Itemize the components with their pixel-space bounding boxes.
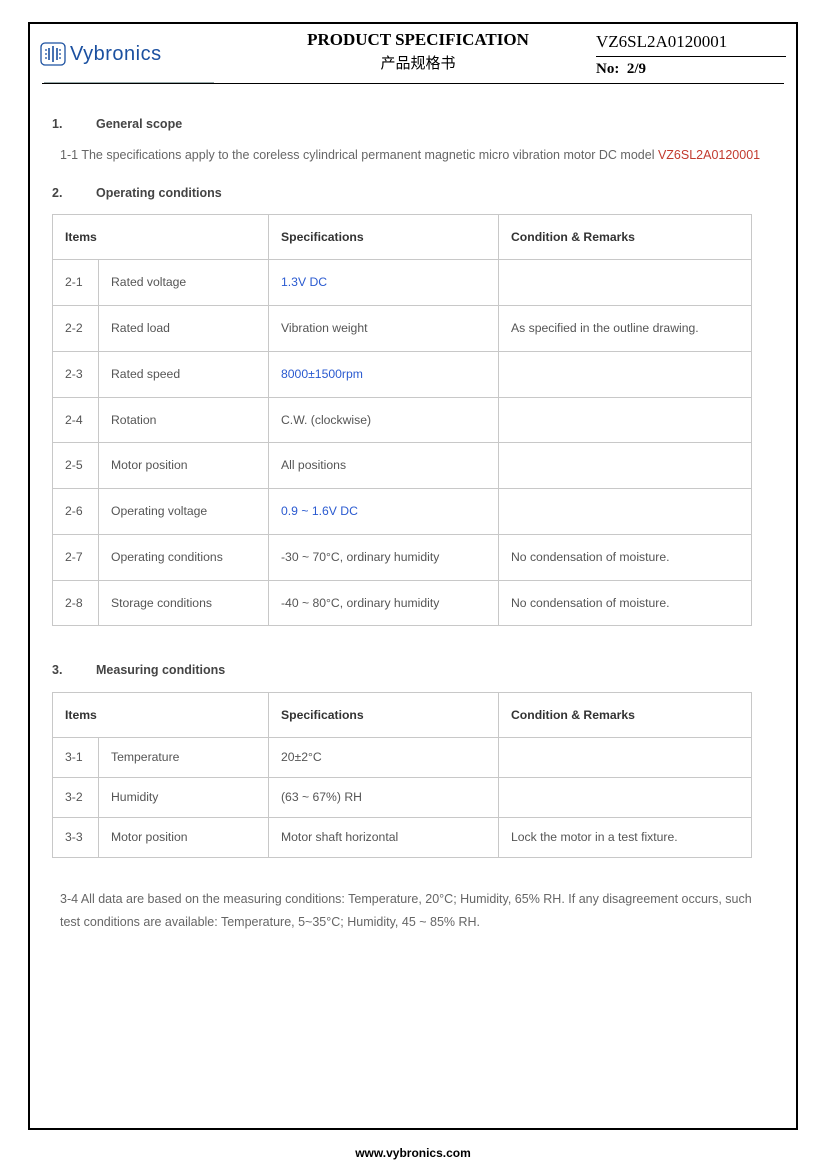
row-item: Motor position — [99, 817, 269, 857]
row-condition — [499, 778, 752, 818]
row-item: Rated voltage — [99, 260, 269, 306]
row-spec: -30 ~ 70°C, ordinary humidity — [269, 534, 499, 580]
table-header-row: Items Specifications Condition & Remarks — [53, 214, 752, 260]
page-number: No: 2/9 — [596, 59, 786, 78]
doc-info: VZ6SL2A0120001 No: 2/9 — [576, 28, 786, 78]
row-index: 2-7 — [53, 534, 99, 580]
row-condition — [499, 738, 752, 778]
doc-number: VZ6SL2A0120001 — [596, 28, 786, 54]
row-condition — [499, 351, 752, 397]
row-index: 2-5 — [53, 443, 99, 489]
page-frame: Vybronics PRODUCT SPECIFICATION 产品规格书 VZ… — [28, 22, 798, 1130]
section-3-note: 3-4 All data are based on the measuring … — [60, 888, 766, 936]
row-index: 2-4 — [53, 397, 99, 443]
section-1-heading: 1.General scope — [88, 114, 774, 135]
model-number: VZ6SL2A0120001 — [658, 148, 760, 162]
row-condition: No condensation of moisture. — [499, 580, 752, 626]
row-condition: No condensation of moisture. — [499, 534, 752, 580]
row-index: 2-8 — [53, 580, 99, 626]
table-row: 2-1Rated voltage1.3V DC — [53, 260, 752, 306]
table-row: 2-3Rated speed8000±1500rpm — [53, 351, 752, 397]
row-spec: All positions — [269, 443, 499, 489]
row-item: Motor position — [99, 443, 269, 489]
table-row: 2-7Operating conditions-30 ~ 70°C, ordin… — [53, 534, 752, 580]
row-index: 3-2 — [53, 778, 99, 818]
table-row: 2-4RotationC.W. (clockwise) — [53, 397, 752, 443]
row-condition — [499, 260, 752, 306]
row-item: Rated load — [99, 306, 269, 352]
title-box: PRODUCT SPECIFICATION 产品规格书 — [260, 28, 576, 78]
logo-text: Vybronics — [70, 43, 162, 66]
th-cond: Condition & Remarks — [499, 214, 752, 260]
th-spec: Specifications — [269, 692, 499, 738]
row-index: 2-6 — [53, 489, 99, 535]
row-spec: -40 ~ 80°C, ordinary humidity — [269, 580, 499, 626]
section-2-heading: 2.Operating conditions — [88, 183, 774, 204]
section-3-heading: 3.Measuring conditions — [88, 660, 774, 681]
table-row: 2-5Motor positionAll positions — [53, 443, 752, 489]
title-cn: 产品规格书 — [260, 52, 576, 73]
th-items: Items — [53, 692, 269, 738]
row-spec: 20±2°C — [269, 738, 499, 778]
row-spec: Motor shaft horizontal — [269, 817, 499, 857]
logo: Vybronics — [40, 28, 260, 78]
table-row: 3-2Humidity(63 ~ 67%) RH — [53, 778, 752, 818]
section-1-para: 1-1 The specifications apply to the core… — [60, 145, 774, 166]
row-spec: 1.3V DC — [269, 260, 499, 306]
table-header-row: Items Specifications Condition & Remarks — [53, 692, 752, 738]
row-index: 3-3 — [53, 817, 99, 857]
row-condition — [499, 397, 752, 443]
row-spec: 0.9 ~ 1.6V DC — [269, 489, 499, 535]
row-item: Rotation — [99, 397, 269, 443]
table-row: 3-3Motor positionMotor shaft horizontalL… — [53, 817, 752, 857]
content: 1.General scope 1-1 The specifications a… — [30, 84, 796, 935]
th-items: Items — [53, 214, 269, 260]
row-index: 2-3 — [53, 351, 99, 397]
row-condition — [499, 443, 752, 489]
row-index: 3-1 — [53, 738, 99, 778]
row-item: Operating conditions — [99, 534, 269, 580]
table-row: 2-2Rated loadVibration weightAs specifie… — [53, 306, 752, 352]
operating-conditions-table: Items Specifications Condition & Remarks… — [52, 214, 752, 627]
row-item: Rated speed — [99, 351, 269, 397]
table-row: 3-1Temperature20±2°C — [53, 738, 752, 778]
row-item: Operating voltage — [99, 489, 269, 535]
table-row: 2-6Operating voltage0.9 ~ 1.6V DC — [53, 489, 752, 535]
row-condition — [499, 489, 752, 535]
measuring-conditions-table: Items Specifications Condition & Remarks… — [52, 692, 752, 858]
row-index: 2-2 — [53, 306, 99, 352]
row-spec: (63 ~ 67%) RH — [269, 778, 499, 818]
row-condition: As specified in the outline drawing. — [499, 306, 752, 352]
row-item: Storage conditions — [99, 580, 269, 626]
row-item: Temperature — [99, 738, 269, 778]
header: Vybronics PRODUCT SPECIFICATION 产品规格书 VZ… — [30, 24, 796, 80]
th-cond: Condition & Remarks — [499, 692, 752, 738]
th-spec: Specifications — [269, 214, 499, 260]
table-row: 2-8Storage conditions-40 ~ 80°C, ordinar… — [53, 580, 752, 626]
row-item: Humidity — [99, 778, 269, 818]
row-spec: C.W. (clockwise) — [269, 397, 499, 443]
row-condition: Lock the motor in a test fixture. — [499, 817, 752, 857]
footer-url: www.vybronics.com — [0, 1146, 826, 1160]
row-spec: Vibration weight — [269, 306, 499, 352]
row-spec: 8000±1500rpm — [269, 351, 499, 397]
row-index: 2-1 — [53, 260, 99, 306]
title-en: PRODUCT SPECIFICATION — [260, 30, 576, 50]
vybronics-logo-icon — [40, 42, 66, 66]
